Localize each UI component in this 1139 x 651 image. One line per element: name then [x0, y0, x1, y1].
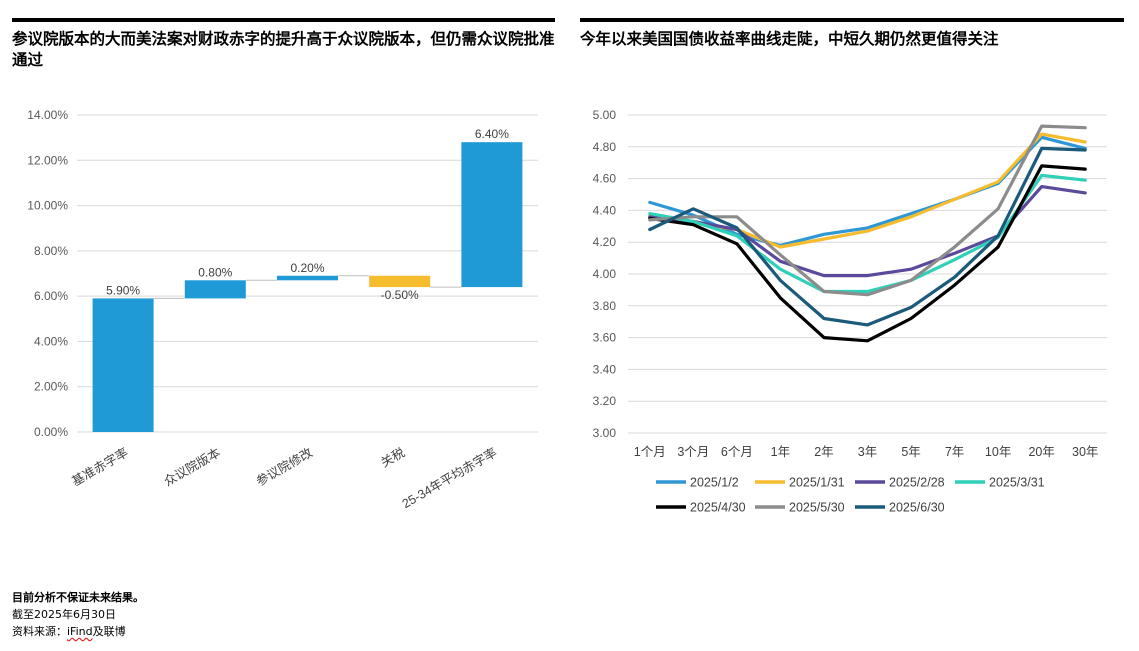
line-x-tick-label: 2年	[814, 445, 833, 459]
bar-y-tick-label: 8.00%	[34, 244, 68, 258]
line-y-tick-label: 4.60	[593, 172, 617, 186]
right-chart-title: 今年以来美国国债收益率曲线走陡，中短久期仍然更值得关注	[580, 30, 999, 48]
top-rule-left	[12, 18, 555, 22]
bar-y-tick-label: 0.00%	[34, 425, 68, 439]
footer-source: 资料来源：iFind及联博	[12, 623, 144, 640]
line-y-tick-label: 3.80	[593, 299, 617, 313]
line-x-tick-label: 10年	[985, 445, 1011, 459]
line-x-tick-label: 3个月	[677, 445, 709, 459]
bar-y-tick-label: 10.00%	[27, 199, 68, 213]
line-series	[648, 146, 1087, 327]
bar-data-label: 0.20%	[290, 261, 324, 275]
bar-y-tick-label: 6.00%	[34, 289, 68, 303]
line-x-tick-label: 1年	[771, 445, 790, 459]
bar-data-label: 6.40%	[475, 127, 509, 141]
line-x-tick-label: 5年	[901, 445, 920, 459]
bar	[277, 275, 338, 281]
line-x-tick-label: 3年	[858, 445, 877, 459]
left-chart-title: 参议院版本的大而美法案对财政赤字的提升高于众议院版本，但仍需众议院批准通过	[12, 30, 555, 69]
top-rule-right	[580, 18, 1124, 22]
bar	[369, 275, 431, 288]
footer-disclaimer: 目前分析不保证未来结果。	[12, 591, 144, 604]
line-y-tick-label: 3.20	[593, 394, 617, 408]
line-x-tick-label: 30年	[1072, 445, 1098, 459]
legend-label: 2025/6/30	[889, 501, 945, 515]
legend-label: 2025/1/2	[690, 476, 739, 490]
bar-data-label: 5.90%	[106, 283, 140, 297]
line-y-tick-label: 3.00	[593, 426, 617, 440]
bar	[184, 280, 246, 299]
footer-source-ifind: iFind	[67, 625, 93, 638]
line-x-tick-label: 6个月	[721, 445, 753, 459]
legend-label: 2025/5/30	[789, 501, 845, 515]
footer-source-suffix: 及联博	[92, 625, 126, 638]
legend-label: 2025/1/31	[789, 476, 845, 490]
bar-data-label: 0.80%	[198, 265, 232, 279]
legend-label: 2025/4/30	[690, 501, 746, 515]
bar-y-tick-label: 4.00%	[34, 334, 68, 348]
footer-source-prefix: 资料来源：	[12, 625, 67, 638]
legend-label: 2025/2/28	[889, 476, 945, 490]
line-y-tick-label: 4.80	[593, 140, 617, 154]
line-x-tick-label: 1个月	[634, 445, 666, 459]
line-y-tick-label: 5.00	[593, 108, 617, 122]
bar-y-tick-label: 2.00%	[34, 380, 68, 394]
line-y-tick-label: 3.40	[593, 362, 617, 376]
line-series	[648, 124, 1087, 297]
bar	[92, 298, 154, 432]
footer-date: 截至2025年6月30日	[12, 608, 116, 621]
line-y-tick-label: 4.00	[593, 267, 617, 281]
line-y-tick-label: 4.40	[593, 203, 617, 217]
bar	[461, 142, 523, 288]
line-x-tick-label: 20年	[1028, 445, 1054, 459]
line-series	[648, 164, 1087, 343]
bar-y-tick-label: 12.00%	[27, 153, 68, 167]
legend-label: 2025/3/31	[989, 476, 1045, 490]
line-x-tick-label: 7年	[945, 445, 964, 459]
footer: 目前分析不保证未来结果。 截至2025年6月30日 资料来源：iFind及联博	[12, 589, 144, 640]
bar-y-tick-label: 14.00%	[27, 108, 68, 122]
line-y-tick-label: 4.20	[593, 235, 617, 249]
bar-data-label: -0.50%	[381, 288, 419, 302]
line-y-tick-label: 3.60	[593, 331, 617, 345]
